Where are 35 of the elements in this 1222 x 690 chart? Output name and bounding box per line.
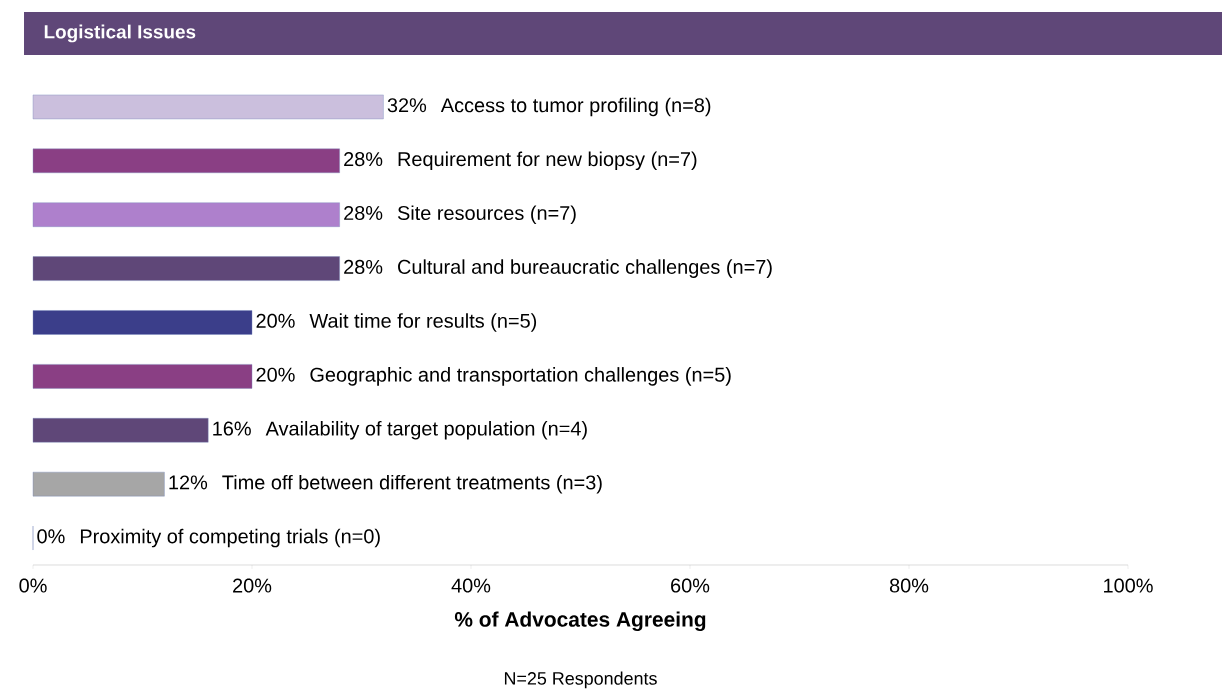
- bar: [32, 310, 253, 335]
- bar: [32, 418, 209, 443]
- x-tick-label: 40%: [451, 578, 491, 593]
- y-tick-label: Geographic and transportation challenges (n=5): [310, 367, 731, 386]
- y-tick-label: Cultural and bureaucratic challenges (n=7): [398, 259, 772, 278]
- bar: [32, 94, 384, 120]
- y-tick-label: Requirement for new biopsy (n=7): [398, 151, 697, 171]
- y-tick-label: Access to tumor profiling (n=8): [440, 97, 711, 117]
- y-tick-label: Wait time for results (n=5): [309, 313, 537, 332]
- y-tick-label: Proximity of competing trials (n=0): [80, 528, 380, 548]
- data-label: 28%: [344, 259, 383, 274]
- data-label: 32%: [387, 98, 427, 113]
- x-tick-label: 20%: [233, 578, 272, 593]
- bar: [32, 471, 165, 497]
- y-tick-label: Time off between different treatments (n=3): [222, 474, 602, 494]
- data-label: 28%: [344, 152, 383, 167]
- data-label: 0%: [37, 529, 65, 544]
- y-tick-label: Availability of target population (n=4): [265, 420, 587, 440]
- x-tick-label: 0%: [19, 578, 47, 593]
- x-tick-label: 60%: [671, 578, 710, 593]
- y-tick-label: Site resources (n=7): [397, 205, 576, 224]
- bar: [32, 364, 253, 389]
- x-tick-label: 80%: [889, 578, 929, 593]
- data-label: 16%: [213, 421, 251, 436]
- chart-title: Logistical Issues: [44, 24, 196, 43]
- data-label: 20%: [256, 367, 295, 382]
- x-axis-title: % of Advocates Agreeing: [454, 611, 706, 632]
- x-tick-label: 100%: [1104, 578, 1153, 593]
- data-label: 28%: [344, 205, 383, 221]
- bar: [32, 202, 340, 227]
- bar: [32, 256, 340, 281]
- data-label: 20%: [256, 313, 295, 328]
- data-label: 12%: [169, 475, 208, 490]
- text: N=25 Respondents: [504, 671, 657, 689]
- bar: [32, 148, 340, 174]
